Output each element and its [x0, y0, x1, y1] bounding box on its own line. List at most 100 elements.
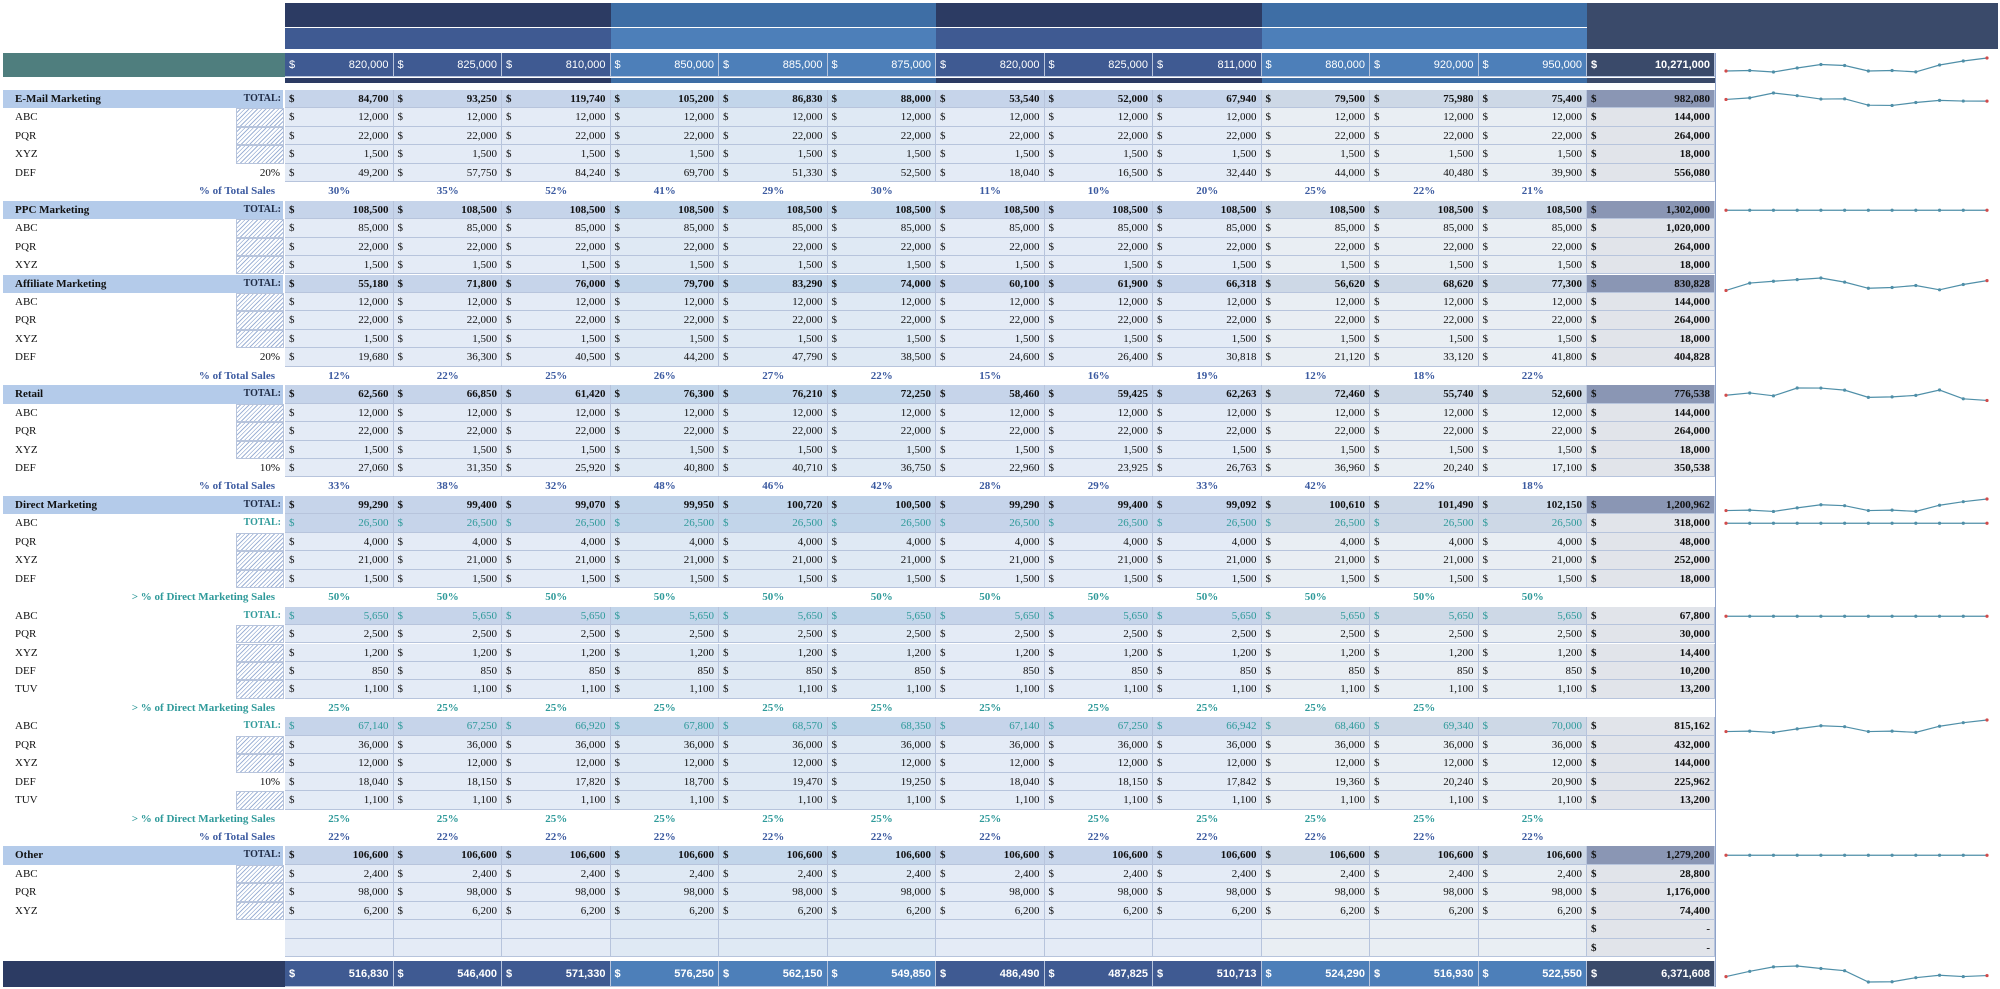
section-1-row-0-jul[interactable]: $85,000	[936, 219, 1045, 238]
direct-group-1-row-3-jun[interactable]: $1,100	[827, 680, 936, 699]
direct-group-0-row-1-mar[interactable]: $21,000	[502, 551, 611, 570]
direct-group-2-total-jan[interactable]: $67,140	[285, 717, 394, 736]
other-row-0-nov[interactable]: $2,400	[1370, 864, 1479, 884]
direct-group-1-row-1-mar[interactable]: $1,200	[502, 643, 611, 662]
direct-group-1-row-0-aug[interactable]: $2,500	[1044, 625, 1153, 644]
section-1-row-1-nov[interactable]: $22,000	[1370, 237, 1479, 257]
section-3-row-2-oct[interactable]: $1,500	[1261, 440, 1370, 459]
direct-group-0-row-1-jun[interactable]: $21,000	[827, 551, 936, 570]
direct-group-2-row-2-fy[interactable]: $225,962	[1587, 772, 1715, 792]
direct-group-1-row-3-mar[interactable]: $1,100	[502, 680, 611, 699]
direct-total-fy[interactable]: $1,200,962	[1587, 495, 1715, 515]
section-1-row-1-mar[interactable]: $22,000	[502, 237, 611, 257]
section-1-row-2-apr[interactable]: $1,500	[610, 256, 719, 275]
section-1-row-2-feb[interactable]: $1,500	[393, 256, 502, 275]
direct-group-2-row-3-mar[interactable]: $1,100	[502, 791, 611, 810]
direct-group-1-row-3-sep[interactable]: $1,100	[1153, 680, 1262, 699]
section-0-total-jun[interactable]: $88,000	[827, 90, 936, 109]
section-0-row-3-dec[interactable]: $39,900	[1478, 163, 1587, 183]
direct-group-1-row-0-apr[interactable]: $2,500	[610, 625, 719, 644]
section-3-row-2-apr[interactable]: $1,500	[610, 440, 719, 459]
section-2-total-apr[interactable]: $79,700	[610, 274, 719, 293]
other-row-2-feb[interactable]: $6,200	[393, 901, 502, 921]
section-2-row-0-feb[interactable]: $12,000	[393, 292, 502, 312]
other-total-apr[interactable]: $106,600	[610, 846, 719, 865]
section-2-row-2-jun[interactable]: $1,500	[827, 329, 936, 349]
section-3-total-fy[interactable]: $776,538	[1587, 385, 1715, 404]
direct-group-1-row-3-dec[interactable]: $1,100	[1478, 680, 1587, 699]
direct-group-2-row-2-sep[interactable]: $17,842	[1153, 772, 1262, 792]
section-0-row-2-may[interactable]: $1,500	[719, 145, 828, 164]
section-1-total-jan[interactable]: $108,500	[285, 200, 394, 220]
direct-group-2-row-3-aug[interactable]: $1,100	[1044, 791, 1153, 810]
other-row-0-dec[interactable]: $2,400	[1478, 864, 1587, 884]
other-row-1-oct[interactable]: $98,000	[1261, 883, 1370, 902]
section-1-row-1-dec[interactable]: $22,000	[1478, 237, 1587, 257]
direct-group-2-row-2-oct[interactable]: $19,360	[1261, 772, 1370, 792]
direct-total-may[interactable]: $100,720	[719, 495, 828, 515]
section-1-row-0-mar[interactable]: $85,000	[502, 219, 611, 238]
direct-group-2-row-1-oct[interactable]: $12,000	[1261, 754, 1370, 773]
section-0-row-2-jun[interactable]: $1,500	[827, 145, 936, 164]
section-3-total-jun[interactable]: $72,250	[827, 385, 936, 404]
section-2-total-mar[interactable]: $76,000	[502, 274, 611, 293]
section-1-row-1-feb[interactable]: $22,000	[393, 237, 502, 257]
direct-group-1-row-0-mar[interactable]: $2,500	[502, 625, 611, 644]
section-3-row-1-nov[interactable]: $22,000	[1370, 422, 1479, 441]
direct-group-0-row-2-aug[interactable]: $1,500	[1044, 569, 1153, 589]
other-total-jul[interactable]: $106,600	[936, 846, 1045, 865]
section-1-total-oct[interactable]: $108,500	[1261, 200, 1370, 220]
direct-group-2-row-3-oct[interactable]: $1,100	[1261, 791, 1370, 810]
direct-group-2-row-2-apr[interactable]: $18,700	[610, 772, 719, 792]
blank-cell[interactable]	[1153, 938, 1262, 958]
direct-group-1-row-2-feb[interactable]: $850	[393, 661, 502, 681]
direct-group-1-total-sep[interactable]: $5,650	[1153, 606, 1262, 626]
section-1-row-1-jul[interactable]: $22,000	[936, 237, 1045, 257]
direct-group-0-row-1-dec[interactable]: $21,000	[1478, 551, 1587, 570]
section-1-row-2-dec[interactable]: $1,500	[1478, 256, 1587, 275]
section-2-row-1-may[interactable]: $22,000	[719, 311, 828, 330]
section-1-row-1-may[interactable]: $22,000	[719, 237, 828, 257]
direct-total-jul[interactable]: $99,290	[936, 495, 1045, 515]
section-3-row-0-may[interactable]: $12,000	[719, 403, 828, 423]
section-3-row-0-jan[interactable]: $12,000	[285, 403, 394, 423]
section-3-row-0-feb[interactable]: $12,000	[393, 403, 502, 423]
section-3-total-dec[interactable]: $52,600	[1478, 385, 1587, 404]
section-1-total-apr[interactable]: $108,500	[610, 200, 719, 220]
direct-group-1-row-1-apr[interactable]: $1,200	[610, 643, 719, 662]
direct-group-1-row-2-may[interactable]: $850	[719, 661, 828, 681]
direct-group-1-total-jan[interactable]: $5,650	[285, 606, 394, 626]
section-0-row-1-mar[interactable]: $22,000	[502, 126, 611, 146]
direct-group-0-row-2-jan[interactable]: $1,500	[285, 569, 394, 589]
section-0-row-0-apr[interactable]: $12,000	[610, 108, 719, 127]
section-1-row-0-dec[interactable]: $85,000	[1478, 219, 1587, 238]
blank-cell[interactable]	[1044, 938, 1153, 958]
direct-group-2-total-feb[interactable]: $67,250	[393, 717, 502, 736]
direct-group-2-row-1-nov[interactable]: $12,000	[1370, 754, 1479, 773]
other-row-1-may[interactable]: $98,000	[719, 883, 828, 902]
direct-group-0-total-oct[interactable]: $26,500	[1261, 514, 1370, 533]
direct-group-2-row-0-oct[interactable]: $36,000	[1261, 735, 1370, 755]
section-0-total-jan[interactable]: $84,700	[285, 90, 394, 109]
direct-group-1-row-1-fy[interactable]: $14,400	[1587, 643, 1715, 662]
section-1-row-0-oct[interactable]: $85,000	[1261, 219, 1370, 238]
direct-group-0-total-aug[interactable]: $26,500	[1044, 514, 1153, 533]
section-2-row-3-apr[interactable]: $44,200	[610, 348, 719, 367]
section-2-row-0-nov[interactable]: $12,000	[1370, 292, 1479, 312]
section-2-row-3-nov[interactable]: $33,120	[1370, 348, 1479, 367]
section-2-row-2-apr[interactable]: $1,500	[610, 329, 719, 349]
total-expenses-jan[interactable]: $516,830	[285, 961, 394, 988]
direct-group-2-row-2-nov[interactable]: $20,240	[1370, 772, 1479, 792]
section-2-total-fy[interactable]: $830,828	[1587, 274, 1715, 293]
section-2-row-2-may[interactable]: $1,500	[719, 329, 828, 349]
direct-group-1-total-jul[interactable]: $5,650	[936, 606, 1045, 626]
section-1-row-0-jan[interactable]: $85,000	[285, 219, 394, 238]
direct-group-2-total-jun[interactable]: $68,350	[827, 717, 936, 736]
section-0-total-jul[interactable]: $53,540	[936, 90, 1045, 109]
direct-group-1-total-feb[interactable]: $5,650	[393, 606, 502, 626]
direct-group-1-row-2-jan[interactable]: $850	[285, 661, 394, 681]
direct-group-1-row-2-sep[interactable]: $850	[1153, 661, 1262, 681]
section-1-row-0-sep[interactable]: $85,000	[1153, 219, 1262, 238]
direct-group-1-row-0-dec[interactable]: $2,500	[1478, 625, 1587, 644]
total-expenses-may[interactable]: $562,150	[719, 961, 828, 988]
